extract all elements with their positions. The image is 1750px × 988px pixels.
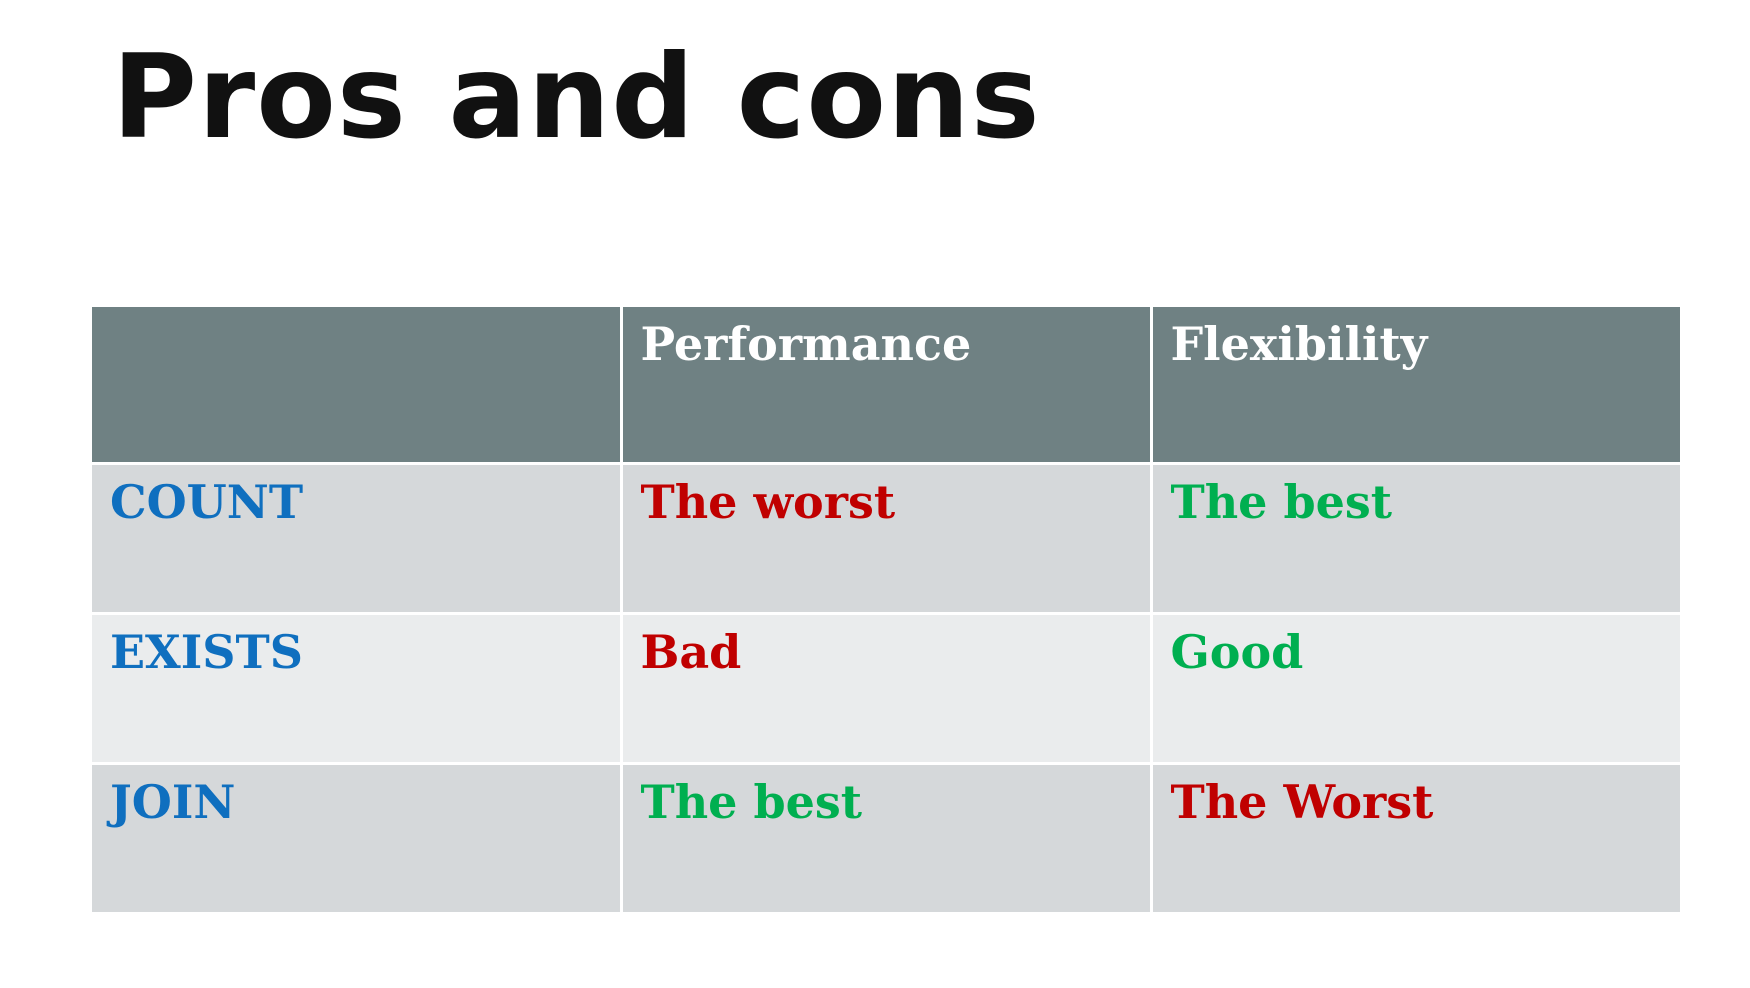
table-header-row: Performance Flexibility: [92, 307, 1680, 465]
header-cell-performance: Performance: [619, 307, 1153, 465]
row-label: JOIN: [92, 761, 623, 915]
performance-cell: The worst: [619, 461, 1153, 615]
table-row-join: JOIN The best The Worst: [92, 761, 1680, 915]
flexibility-cell: The best: [1149, 461, 1680, 615]
table-row-count: COUNT The worst The best: [92, 461, 1680, 615]
comparison-table: Performance Flexibility COUNT The worst …: [92, 307, 1680, 915]
performance-cell: The best: [619, 761, 1153, 915]
slide-title: Pros and cons: [112, 30, 1041, 165]
table-row-exists: EXISTS Bad Good: [92, 611, 1680, 765]
flexibility-cell: The Worst: [1149, 761, 1680, 915]
row-label: EXISTS: [92, 611, 623, 765]
flexibility-cell: Good: [1149, 611, 1680, 765]
header-cell-flexibility: Flexibility: [1149, 307, 1680, 465]
performance-cell: Bad: [619, 611, 1153, 765]
row-label: COUNT: [92, 461, 623, 615]
header-cell-empty: [92, 307, 623, 465]
